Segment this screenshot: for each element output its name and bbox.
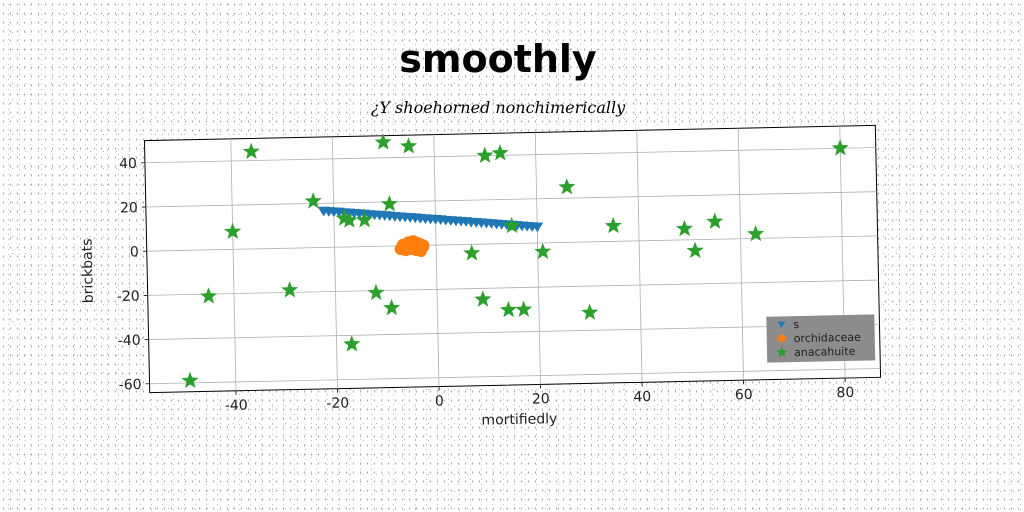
y-tick-label: -40 [118,333,141,349]
anacahuite-point [340,211,358,228]
anacahuite-point [491,144,509,161]
anacahuite-point [383,298,401,316]
anacahuite-point [499,300,518,318]
y-tick-label: -20 [117,289,140,305]
plot-frame [143,124,882,394]
y-tick-label: 20 [120,200,138,216]
anacahuite-point [747,224,765,242]
anacahuite-point [304,192,322,209]
anacahuite-point [675,219,694,237]
anacahuite-point [242,142,260,160]
anacahuite-point [706,212,724,229]
legend-label-s: s [793,318,799,331]
anacahuite-point [534,242,552,260]
orchidaceae-point [397,239,410,252]
y-gridline [145,191,877,208]
series-s [317,206,544,233]
orchidaceae-point [414,244,427,257]
legend-box [766,314,876,363]
anacahuite-point [558,178,576,195]
series [181,133,849,389]
anacahuite-point [355,211,373,228]
x-tick-label: 80 [836,385,854,401]
x-gridline [737,128,744,381]
anacahuite-point [686,241,704,259]
y-tick-label: -60 [119,377,142,393]
y-gridline [147,279,879,296]
y-axis-label: brickbats [80,238,97,303]
anacahuite-point [181,371,199,389]
anacahuite-point [343,335,361,352]
y-gridline [144,147,876,164]
ticks: -40 -20 0 20 40 60 80 -60 -40 -20 0 20 40 [117,156,855,414]
x-tick-label: 40 [633,389,651,405]
anacahuite-point [200,287,218,304]
x-axis-label: mortifiedly [481,411,557,429]
y-tick-label: 0 [130,244,139,260]
anacahuite-point [474,290,492,307]
anacahuite-point [380,195,398,212]
anacahuite-point [463,244,481,261]
legend-marker-s [777,321,786,328]
x-gridline [433,134,440,387]
series-orchidaceae [394,235,430,257]
anacahuite-point [399,137,418,154]
x-tick-label: -20 [326,395,349,411]
x-gridline [636,130,643,383]
chart-title: smoothly [399,37,597,81]
x-tick-label: 20 [532,391,550,407]
anacahuite-point [281,281,299,298]
anacahuite-point [581,303,599,320]
series-anacahuite [181,133,849,389]
anacahuite-point [374,133,392,150]
grid [144,126,881,391]
anacahuite-point [831,139,849,156]
legend-label-orchidaceae: orchidaceae [794,331,862,345]
x-tick-label: 60 [735,387,753,403]
legend-label-anacahuite: anacahuite [794,345,856,359]
anacahuite-point [224,222,242,240]
anacahuite-point [604,216,622,234]
legend-marker-orchidaceae [777,334,786,343]
anacahuite-point [476,146,494,164]
y-gridline [146,235,878,252]
s-point [531,222,544,233]
chart-subtitle: ¿Y shoehorned nonchimerically [371,98,626,117]
plot-area: -40 -20 0 20 40 60 80 -60 -40 -20 0 20 40 mortifiedl… [80,124,882,429]
legend-marker-anacahuite [776,346,788,358]
y-gridline [148,323,880,340]
anacahuite-point [367,283,385,301]
x-gridline [331,136,338,389]
x-gridline [230,138,237,391]
y-tick-label: 40 [119,156,137,172]
x-tick-label: -40 [225,398,248,414]
anacahuite-point [503,216,521,234]
y-gridline [149,368,881,385]
anacahuite-point [515,300,533,317]
x-tick-label: 0 [435,393,444,409]
